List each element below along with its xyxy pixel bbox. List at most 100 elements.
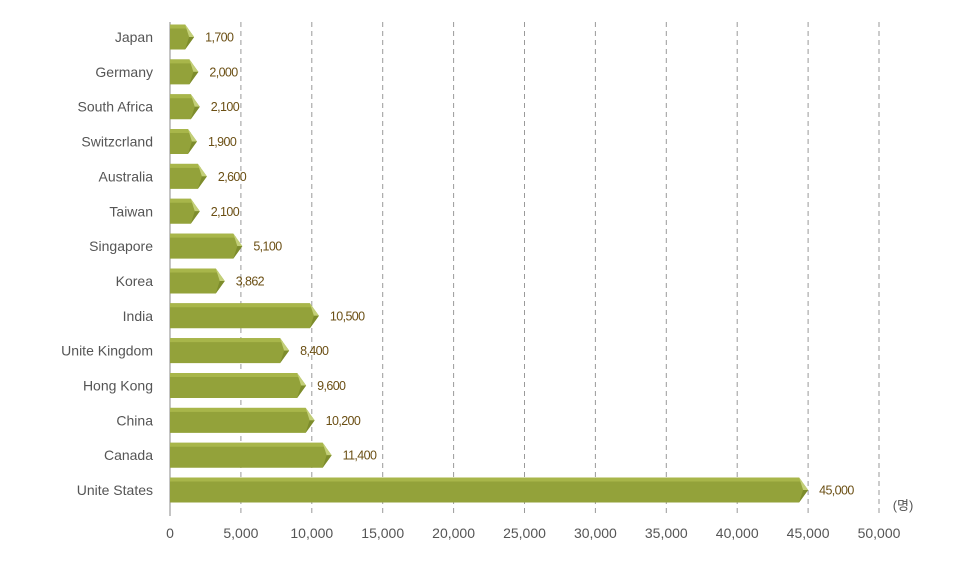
bar-highlight [170,373,301,377]
bar [170,407,315,433]
bar-body [170,303,319,329]
grid-lines [169,22,880,516]
bar-tip-light [189,59,199,72]
bar-tip-light [215,268,225,281]
x-tick-label: 50,000 [858,525,901,541]
bar-body [170,338,290,364]
bar-tip-dark [233,246,243,259]
bar-body [170,477,809,503]
category-labels: Japan Germany South Africa Switzcrland Austr… [61,29,153,498]
bar-tip-dark [215,280,225,294]
data-label: 1,700 [205,31,234,45]
bar-highlight [170,268,219,273]
bar-body [170,233,243,259]
x-tick-label: 15,000 [361,525,404,541]
bar [170,373,307,398]
bar-tip-light [197,163,207,177]
bar [170,268,225,294]
category-label: South Africa [78,99,154,115]
bar-tip-dark [799,490,809,503]
bar-tip-light [280,338,290,351]
x-tick-label: 45,000 [787,525,830,541]
bar-tip-light [309,303,319,316]
bar [170,233,243,259]
bar [170,59,199,85]
bar-body [170,198,200,224]
bar-tip-light [233,233,243,247]
bar-body [170,407,315,433]
category-label: Unite States [77,482,153,498]
bar-tip-dark [322,455,332,468]
x-axis-tick-labels: 0 5,000 10,000 15,000 20,000 25,000 30,000 35,0… [166,525,901,541]
bar [170,163,207,189]
category-label: India [123,308,154,324]
bar-tip-dark [190,106,200,120]
data-label: 10,200 [326,414,361,428]
data-label: 45,000 [819,484,854,498]
data-label: 3,862 [236,274,265,288]
bar [170,303,319,329]
bar-highlight [170,407,309,412]
bar-highlight [170,94,194,99]
bar-tip-light [799,477,809,491]
bar-body [170,94,200,120]
category-label: Hong Kong [83,378,153,394]
x-tick-label: 40,000 [716,525,759,541]
data-label: 2,100 [211,205,240,219]
bar-highlight [170,24,189,29]
category-label: Japan [115,29,153,45]
bar-highlight [170,163,201,168]
bar-tip-dark [189,71,199,85]
x-tick-label: 10,000 [290,525,333,541]
bar [170,198,200,224]
bar-body [170,163,207,189]
bar-highlight [170,338,284,343]
bar-body [170,442,332,468]
bar [170,129,197,155]
bar-tip-light [185,24,195,37]
bar [170,442,332,468]
bar-tip-light [297,373,307,386]
category-label: Switzcrland [81,134,153,150]
bar-tip-dark [185,37,195,50]
data-label: 5,100 [253,240,282,254]
data-label: 2,100 [211,100,240,114]
data-label: 1,900 [208,135,237,149]
category-label: Unite Kingdom [61,343,153,359]
bar-tip-dark [305,420,315,433]
category-label: China [116,412,153,428]
bar [170,477,809,503]
bar-highlight [170,442,326,447]
bar-highlight [170,129,191,134]
bar [170,24,195,50]
bar [170,94,200,120]
bars [170,24,809,503]
bar-highlight [170,59,193,64]
data-label: 2,000 [209,65,238,79]
category-label: Taiwan [109,203,153,219]
bar-highlight [170,477,803,482]
x-tick-label: 30,000 [574,525,617,541]
x-tick-label: 35,000 [645,525,688,541]
bar-highlight [170,303,313,308]
bar-tip-dark [280,350,290,364]
bar [170,338,290,364]
value-labels: 1,700 2,000 2,100 1,900 2,600 2,100 5,100 3,862… [205,31,855,498]
bar-tip-dark [190,211,200,224]
x-tick-label: 20,000 [432,525,475,541]
data-label: 8,400 [300,344,329,358]
data-label: 11,400 [343,449,377,463]
bar-tip-light [187,129,197,142]
bar-tip-light [305,407,315,421]
category-label: Singapore [89,238,153,254]
bar-body [170,59,199,85]
bar-tip-dark [187,141,197,155]
data-label: 9,600 [317,379,346,393]
bar-tip-light [190,198,200,212]
x-tick-label: 5,000 [223,525,258,541]
bar-tip-dark [197,176,207,189]
data-label: 2,600 [218,170,247,184]
bar-tip-dark [309,315,319,329]
x-tick-label: 0 [166,525,174,541]
